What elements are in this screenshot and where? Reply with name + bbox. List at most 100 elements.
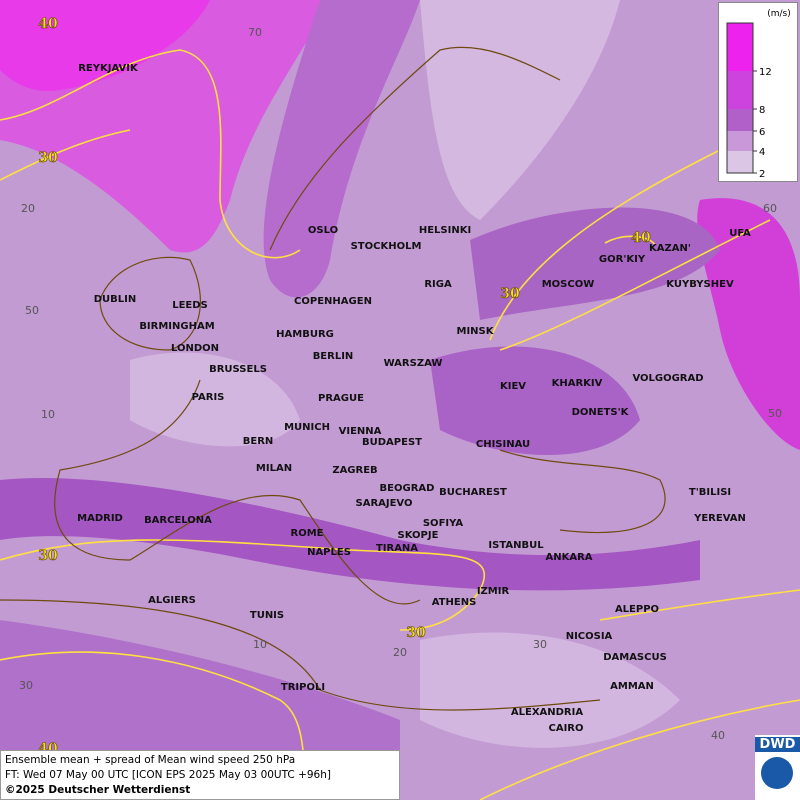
- city-label: MUNICH: [284, 422, 330, 433]
- contour-label: 30: [406, 625, 426, 641]
- city-label: MINSK: [457, 326, 495, 337]
- city-label: IZMIR: [477, 586, 510, 597]
- wind-area: [0, 478, 700, 591]
- city-label: DONETS'K: [572, 407, 630, 418]
- city-label: MOSCOW: [542, 279, 595, 290]
- city-label: BEOGRAD: [380, 483, 435, 494]
- city-label: KUYBYSHEV: [666, 279, 734, 290]
- isotach: [0, 49, 301, 259]
- city-label: ALGIERS: [148, 595, 196, 606]
- city-label: VOLGOGRAD: [632, 373, 703, 384]
- contour-label: 30: [38, 548, 58, 564]
- grid-label: 10: [253, 638, 267, 651]
- grid-label: 10: [41, 408, 55, 421]
- city-label: BERLIN: [313, 351, 354, 362]
- city-label: T'BILISI: [689, 487, 731, 498]
- city-label: VIENNA: [339, 426, 382, 437]
- city-label: KIEV: [500, 381, 526, 392]
- wind-area: [470, 207, 720, 320]
- legend-tick-label: 12: [759, 67, 772, 78]
- grid-label: 20: [21, 202, 35, 215]
- city-label: BIRMINGHAM: [139, 321, 214, 332]
- calm-area: [130, 352, 300, 447]
- footer-line: ©2025 Deutscher Wetterdienst: [5, 784, 191, 796]
- coastline: [499, 449, 666, 534]
- footer-line: Ensemble mean + spread of Mean wind spee…: [5, 754, 296, 766]
- city-label: NICOSIA: [566, 631, 613, 642]
- contour-label: 40: [631, 230, 651, 246]
- city-label: SKOPJE: [398, 530, 439, 541]
- calm-area: [420, 632, 680, 748]
- grid-label: 20: [393, 646, 407, 659]
- city-label: TIRANA: [376, 543, 418, 554]
- footer-line: FT: Wed 07 May 00 UTC [ICON EPS 2025 May…: [5, 769, 331, 781]
- legend-swatch: [727, 131, 753, 151]
- city-label: MILAN: [256, 463, 292, 474]
- city-label: DUBLIN: [94, 294, 137, 305]
- city-label: KHARKIV: [552, 378, 603, 389]
- city-label: AMMAN: [610, 681, 654, 692]
- legend-swatch: [727, 71, 753, 109]
- city-label: BERN: [243, 436, 274, 447]
- coastline: [269, 46, 561, 251]
- city-label: BUDAPEST: [362, 437, 422, 448]
- isotach: [599, 589, 800, 621]
- city-label: REYKJAVIK: [78, 63, 139, 74]
- city-label: TRIPOLI: [281, 682, 325, 693]
- city-label: LONDON: [171, 343, 219, 354]
- legend-tick-label: 2: [759, 169, 765, 180]
- isotach: [0, 129, 131, 181]
- isotach: [489, 149, 721, 341]
- city-label: YEREVAN: [693, 513, 746, 524]
- coastline: [99, 256, 201, 351]
- city-label: HAMBURG: [276, 329, 334, 340]
- city-label: SARAJEVO: [356, 498, 413, 509]
- legend-tick-label: 4: [759, 147, 765, 158]
- city-label: COPENHAGEN: [294, 296, 372, 307]
- legend-frame: [726, 22, 754, 174]
- city-label: RIGA: [424, 279, 452, 290]
- legend-graphic: (m/s) 12 8 6 4 2: [726, 9, 791, 180]
- grid-label: 50: [25, 304, 39, 317]
- contour-label: 30: [500, 286, 520, 302]
- city-label: LEEDS: [172, 300, 208, 311]
- legend-swatch: [727, 23, 753, 71]
- city-label: PRAGUE: [318, 393, 364, 404]
- logo-emblem: [761, 757, 793, 789]
- legend-tick-label: 6: [759, 127, 765, 138]
- isotachs: [0, 49, 800, 800]
- legend-ticks: 12 8 6 4 2: [753, 67, 772, 180]
- grid-label: 70: [248, 26, 262, 39]
- city-label: STOCKHOLM: [351, 241, 422, 252]
- footer: Ensemble mean + spread of Mean wind spee…: [0, 750, 400, 800]
- wind-area: [430, 346, 640, 455]
- grid-label: 50: [768, 407, 782, 420]
- isotach: [604, 235, 656, 246]
- city-label: KAZAN': [649, 243, 691, 254]
- coastline: [54, 379, 421, 605]
- city-label: SOFIYA: [423, 518, 464, 529]
- city-label: ISTANBUL: [488, 540, 544, 551]
- legend: (m/s) 12 8 6 4 2: [718, 2, 798, 182]
- legend-swatch: [727, 151, 753, 173]
- grid-label: 30: [533, 638, 547, 651]
- grid-label: 40: [711, 729, 725, 742]
- city-label: DAMASCUS: [603, 652, 667, 663]
- city-label: CHISINAU: [476, 439, 530, 450]
- contour-label: 30: [38, 150, 58, 166]
- city-label: OSLO: [308, 225, 338, 236]
- city-label: PARIS: [192, 392, 225, 403]
- city-label: BRUSSELS: [209, 364, 267, 375]
- legend-tick-label: 8: [759, 105, 765, 116]
- city-label: ANKARA: [545, 552, 592, 563]
- logo-text: DWD: [755, 737, 800, 752]
- grid-label: 60: [763, 202, 777, 215]
- city-label: TUNIS: [250, 610, 284, 621]
- jet-core: [0, 0, 210, 91]
- coastline: [0, 599, 601, 711]
- isotach: [499, 219, 771, 351]
- city-label: NAPLES: [307, 547, 351, 558]
- legend-swatch: [727, 109, 753, 131]
- calm-area: [420, 0, 620, 220]
